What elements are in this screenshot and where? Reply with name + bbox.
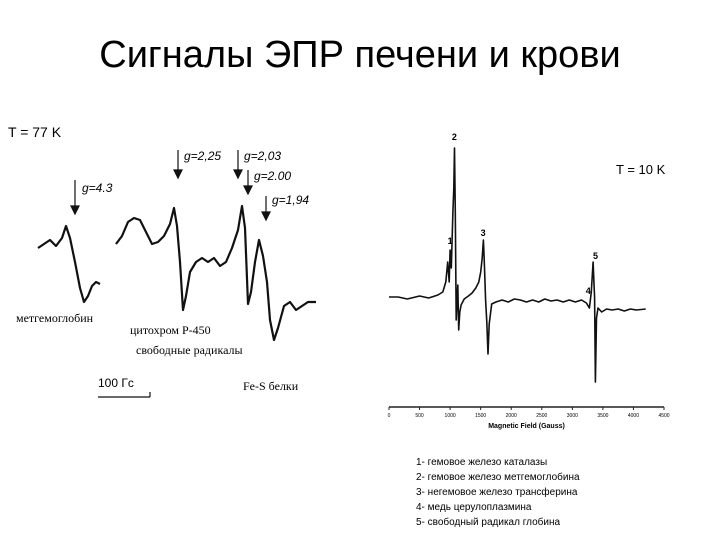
legend-item: 2- гемовое железо метгемоглобина	[416, 472, 580, 483]
peak-label-5: 5	[593, 251, 598, 261]
x-tick-label: 4500	[658, 413, 669, 419]
scale-bar: 100 Гс	[98, 376, 151, 398]
label-fe-s-proteins: Fe-S белки	[243, 379, 299, 393]
x-tick-label: 1000	[445, 413, 456, 419]
x-tick-label: 2000	[506, 413, 517, 419]
label-free-radicals: свободные радикалы	[136, 343, 243, 357]
x-tick-label: 3000	[567, 413, 578, 419]
label-cytochrome-p450: цитохром Р-450	[130, 323, 211, 337]
g-marker-arrows	[70, 150, 271, 222]
x-tick-label: 3500	[597, 413, 608, 419]
left-spectrum-trace	[37, 204, 316, 342]
peak-label-2: 2	[452, 132, 457, 142]
peak-label-3: 3	[481, 228, 486, 238]
g-label-2-03: g=2,03	[244, 149, 281, 163]
x-axis-title: Magnetic Field (Gauss)	[488, 423, 565, 430]
legend-item: 4- медь церулоплазмина	[416, 502, 532, 513]
peak-label-4: 4	[586, 286, 591, 296]
x-axis-ticks: 0 500 1000 1500 2000 2500 3000 3500 4000 4500	[388, 407, 670, 419]
g-label-1-94: g=1,94	[272, 193, 309, 207]
g-label-4-3: g=4.3	[82, 181, 113, 195]
temperature-left-label: T = 77 K	[8, 124, 62, 140]
legend-item: 5- свободный радикал глобина	[416, 517, 561, 528]
x-tick-label: 4000	[628, 413, 639, 419]
label-methemoglobin: метгемоглобин	[16, 311, 94, 325]
x-tick-label: 1500	[475, 413, 486, 419]
x-tick-label: 0	[388, 413, 391, 419]
legend-item: 3- негемовое железо трансферина	[416, 487, 578, 498]
slide-title: Сигналы ЭПР печени и крови	[99, 34, 621, 76]
peak-label-1: 1	[448, 236, 453, 246]
x-tick-label: 2500	[536, 413, 547, 419]
temperature-right-label: T = 10 K	[616, 162, 666, 177]
right-spectrum-trace	[389, 147, 646, 383]
scale-bar-label: 100 Гс	[98, 376, 134, 390]
peak-labels: 1 2 3 4 5	[448, 132, 598, 296]
g-label-2-00: g=2.00	[254, 169, 291, 183]
x-tick-label: 500	[415, 413, 424, 419]
legend-item: 1- гемовое железо каталазы	[416, 457, 548, 468]
g-label-2-25: g=2,25	[184, 149, 221, 163]
peak-legend: 1- гемовое железо каталазы 2- гемовое же…	[416, 455, 580, 530]
